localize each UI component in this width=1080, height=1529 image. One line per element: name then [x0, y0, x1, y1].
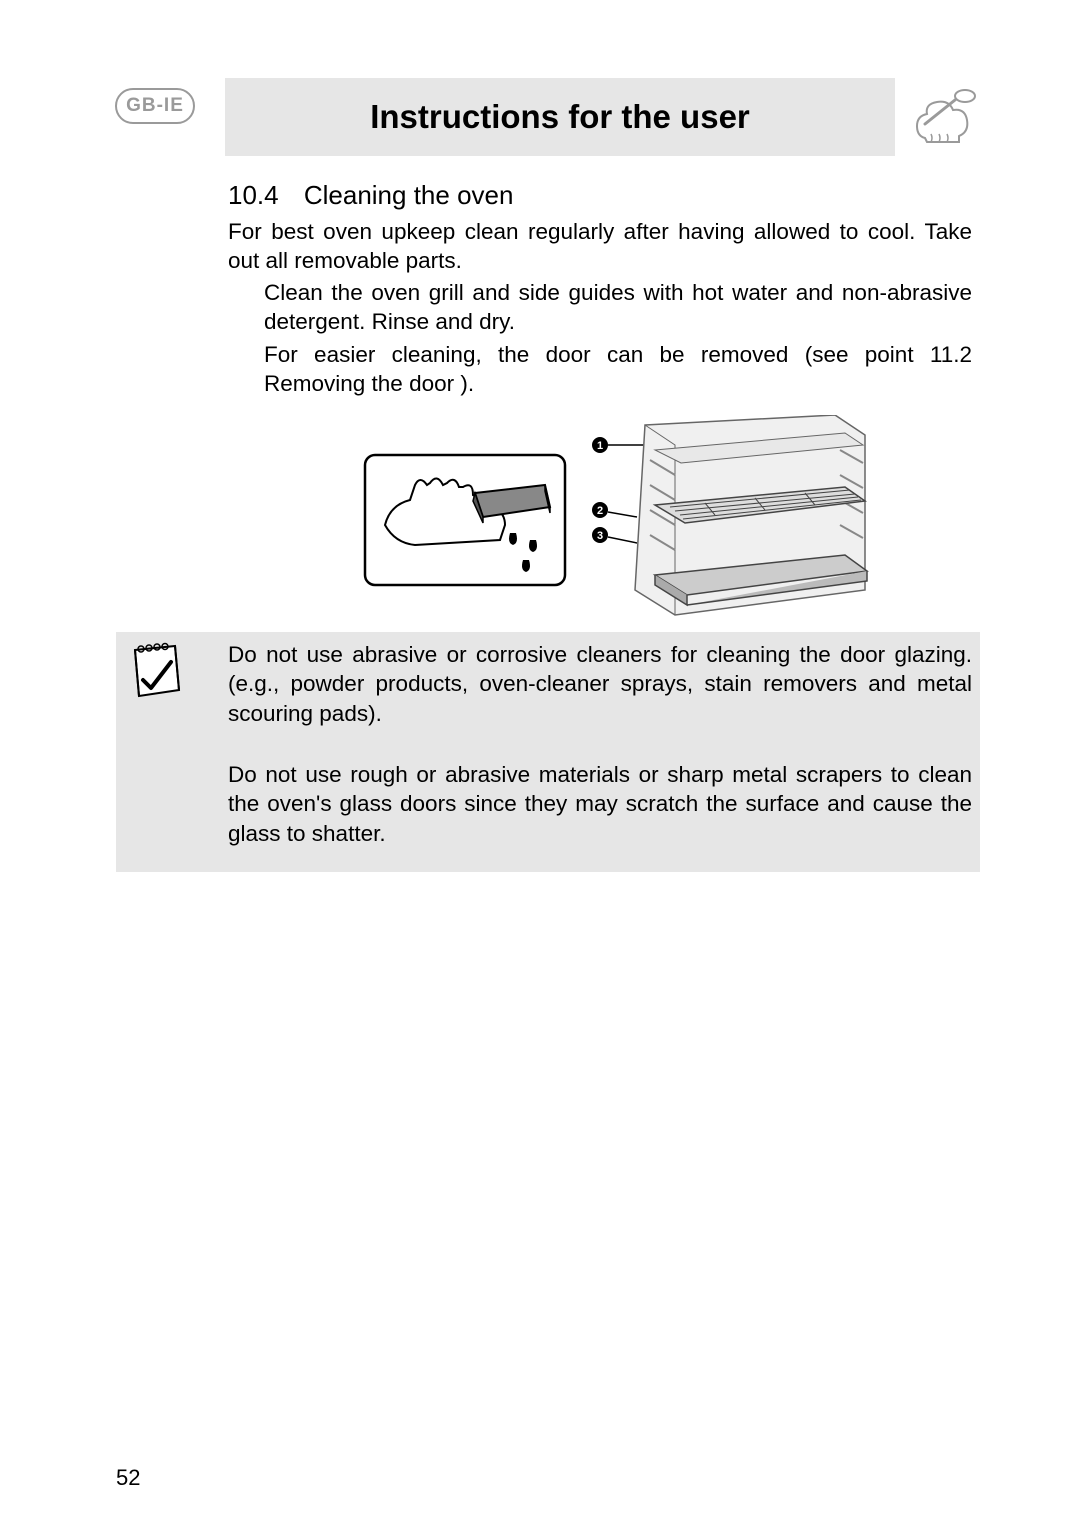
section-title: Cleaning the oven — [304, 180, 514, 210]
cleaning-diagram: 1 2 3 — [355, 415, 875, 620]
step-2-text: For easier cleaning, the door can be rem… — [264, 340, 972, 399]
region-badge: GB-IE — [115, 88, 195, 124]
chef-hat-icon — [905, 78, 983, 156]
region-badge-text: GB-IE — [126, 95, 184, 117]
svg-text:1: 1 — [597, 440, 603, 452]
notepad-icon — [125, 638, 185, 698]
page-title-bar: Instructions for the user — [225, 78, 895, 156]
step-1-text: Clean the oven grill and side guides wit… — [264, 278, 972, 337]
intro-paragraph: For best oven upkeep clean regularly aft… — [228, 218, 972, 276]
page-number: 52 — [116, 1465, 140, 1491]
section-heading: 10.4 Cleaning the oven — [228, 180, 513, 211]
manual-page: GB-IE Instructions for the user 10.4 Cle… — [0, 0, 1080, 1529]
svg-text:2: 2 — [597, 505, 603, 517]
svg-text:3: 3 — [597, 530, 603, 542]
warning-text-2: Do not use rough or abrasive materials o… — [228, 760, 972, 848]
page-title: Instructions for the user — [370, 98, 750, 136]
warning-text-1: Do not use abrasive or corrosive cleaner… — [228, 640, 972, 728]
section-number: 10.4 — [228, 180, 279, 210]
